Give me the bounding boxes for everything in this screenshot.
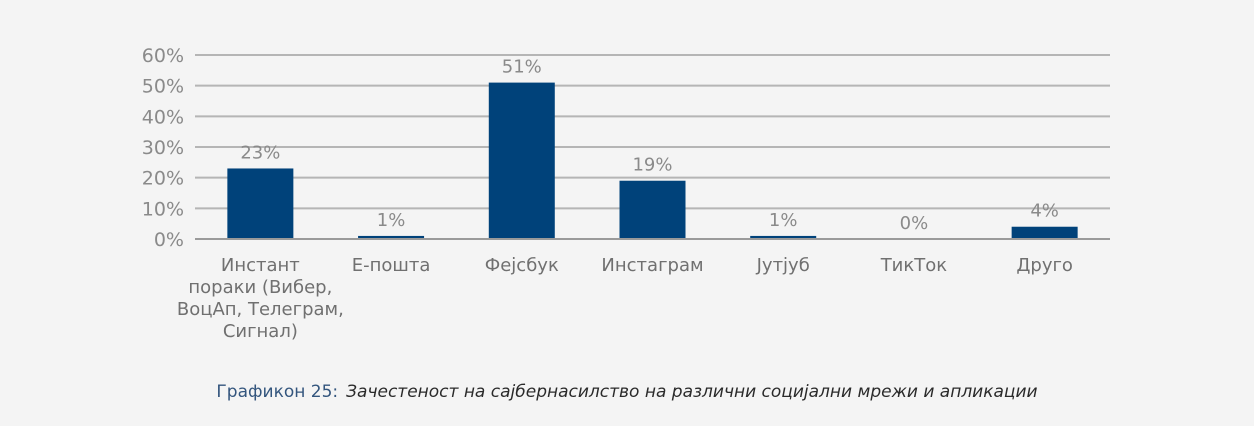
data-label: 23%	[240, 142, 280, 163]
category-label: ВоцАп, Телеграм,	[177, 299, 344, 320]
data-labels: 23% 1% 51% 19% 1% 0% 4%	[240, 57, 1059, 234]
y-axis-tick-labels: 0% 10% 20% 30% 40% 50% 60%	[142, 45, 184, 251]
y-tick-label: 0%	[154, 229, 184, 251]
data-label: 19%	[632, 155, 672, 176]
category-label: Инстант	[221, 255, 300, 276]
y-tick-label: 10%	[142, 198, 184, 220]
data-label: 0%	[900, 213, 929, 234]
gridlines	[195, 54, 1110, 210]
category-label: ТикТок	[880, 255, 948, 276]
bar-chart: 0% 10% 20% 30% 40% 50% 60% 23% 1% 51% 19% 1% 0% 4% И…	[142, 45, 1110, 342]
caption-title: Зачестеност на сајбернасилство на различ…	[346, 382, 1038, 402]
y-tick-label: 60%	[142, 45, 184, 67]
bar	[227, 168, 294, 239]
bar	[358, 235, 425, 239]
data-label: 4%	[1030, 201, 1059, 222]
y-tick-label: 40%	[142, 106, 184, 128]
category-label: Друго	[1016, 255, 1073, 276]
bar	[619, 180, 686, 239]
category-label: Е-пошта	[352, 255, 431, 276]
category-label: пораки (Вибер,	[188, 277, 332, 298]
category-label: Фејсбук	[485, 255, 559, 276]
bar	[1011, 226, 1078, 239]
category-label: Сигнал)	[223, 321, 298, 342]
y-tick-label: 20%	[142, 168, 184, 190]
data-label: 1%	[769, 210, 798, 231]
category-label: Инстаграм	[601, 255, 703, 276]
data-label: 1%	[377, 210, 406, 231]
data-label: 51%	[502, 57, 542, 78]
bars	[227, 82, 1078, 239]
category-label: Јутјуб	[756, 255, 810, 276]
caption-number: Графикон 25:	[216, 382, 339, 402]
figure-caption: Графикон 25: Зачестеност на сајбернасилст…	[0, 382, 1254, 402]
bar	[488, 82, 555, 239]
bar	[750, 235, 817, 239]
y-tick-label: 50%	[142, 76, 184, 98]
y-tick-label: 30%	[142, 137, 184, 159]
